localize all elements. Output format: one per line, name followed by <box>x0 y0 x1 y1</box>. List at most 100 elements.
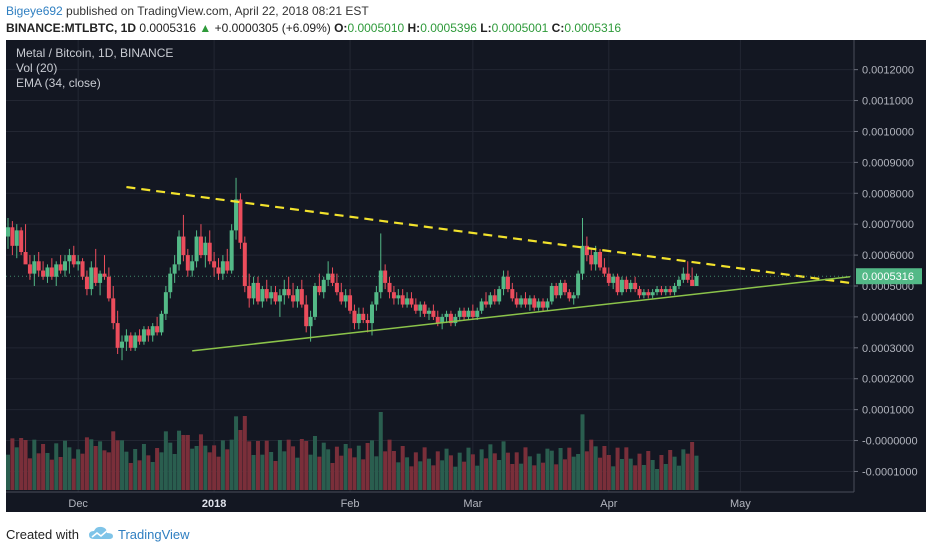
candle-body <box>602 267 607 274</box>
candle <box>120 335 125 361</box>
candle <box>488 292 493 308</box>
candle <box>396 289 401 305</box>
candlestick-chart[interactable]: 0.0012000 0.0011000 0.0010000 0.0009000 0.00… <box>6 40 926 512</box>
volume-bars <box>6 412 699 490</box>
volume-bar <box>374 456 379 490</box>
candle <box>203 236 208 268</box>
candle <box>475 307 480 320</box>
candle-body <box>418 304 423 311</box>
candle-body <box>264 289 269 299</box>
candle-body <box>422 304 427 314</box>
candle <box>462 307 467 320</box>
volume-bar <box>326 449 331 490</box>
chart-area[interactable]: 0.0012000 0.0011000 0.0010000 0.0009000 0.00… <box>6 40 926 512</box>
candle-body <box>141 329 146 342</box>
candle <box>409 292 414 308</box>
candle-body <box>273 292 278 302</box>
candle-body <box>212 261 217 268</box>
candle <box>321 276 326 299</box>
volume-bar <box>234 416 239 490</box>
candle <box>444 310 449 324</box>
candle <box>637 286 642 299</box>
time-tick-label: Feb <box>341 498 360 510</box>
volume-bar <box>84 437 89 490</box>
candle <box>84 270 89 296</box>
candle <box>247 273 252 308</box>
close-label: C: <box>551 21 565 35</box>
candle <box>519 295 524 308</box>
volume-bar <box>519 463 524 490</box>
candle-body <box>655 289 660 293</box>
volume-bar <box>133 449 138 490</box>
volume-bar <box>440 460 445 490</box>
candle-body <box>49 267 54 277</box>
candle-body <box>488 295 493 305</box>
volume-bar <box>247 441 252 490</box>
candle-body <box>89 267 94 290</box>
publish-info: published on TradingView.com, April 22, … <box>62 4 369 18</box>
volume-bar <box>76 449 81 490</box>
volume-bar <box>448 455 453 490</box>
candle-body <box>317 286 322 293</box>
volume-bar <box>562 459 567 490</box>
candle-body <box>374 292 379 305</box>
volume-bar <box>141 444 146 490</box>
volume-bar <box>431 465 436 490</box>
price-tick-label: 0.0007000 <box>862 219 914 231</box>
candle-body <box>63 261 68 271</box>
last-price-tag <box>856 268 922 285</box>
candle <box>606 267 611 286</box>
volume-bar <box>339 455 344 490</box>
candle-body <box>356 313 361 324</box>
candle <box>602 258 607 277</box>
volume-bar <box>10 438 15 490</box>
volume-bar <box>168 442 173 490</box>
volume-bar <box>668 450 673 490</box>
candle-body <box>444 313 449 317</box>
candle <box>348 289 353 314</box>
volume-bar <box>198 434 203 490</box>
candle-body <box>378 270 383 293</box>
candle-body <box>308 316 313 327</box>
volume-bar <box>71 458 76 490</box>
candle-body <box>541 301 546 308</box>
candle <box>374 286 379 311</box>
candle <box>545 298 550 311</box>
candle <box>484 292 489 308</box>
candle <box>6 218 10 249</box>
candle-body <box>659 289 664 293</box>
candle-body <box>84 276 89 290</box>
volume-bar <box>343 444 348 490</box>
volume-bar <box>580 414 585 490</box>
volume-bar <box>541 462 546 490</box>
candle <box>212 252 217 277</box>
volume-bar <box>102 450 107 490</box>
up-arrow-icon: ▲ <box>199 21 212 35</box>
candle <box>58 255 63 274</box>
candle <box>470 304 475 320</box>
volume-bar <box>41 444 46 490</box>
candle <box>141 326 146 345</box>
candle <box>190 255 195 277</box>
candle <box>694 273 699 286</box>
candle-body <box>98 273 103 283</box>
volume-bar <box>264 440 269 490</box>
volume-bar <box>514 452 519 490</box>
price-tick-label: 0.0006000 <box>862 250 914 262</box>
tradingview-brand-link[interactable]: TradingView <box>118 527 190 542</box>
price-tick-label: 0.0002000 <box>862 374 914 386</box>
volume-bar <box>115 440 120 490</box>
candle-body <box>168 273 173 293</box>
volume-bar <box>54 443 59 490</box>
candle-body <box>562 282 567 293</box>
candle-body <box>124 335 129 342</box>
volume-bar <box>396 462 401 490</box>
candle <box>646 289 651 299</box>
candle-body <box>527 298 532 305</box>
candle <box>32 255 37 286</box>
volume-bar <box>685 453 690 490</box>
author-link[interactable]: Bigeye692 <box>6 4 63 18</box>
candle-body <box>536 301 541 308</box>
candle-body <box>685 273 690 280</box>
candle <box>633 276 638 293</box>
